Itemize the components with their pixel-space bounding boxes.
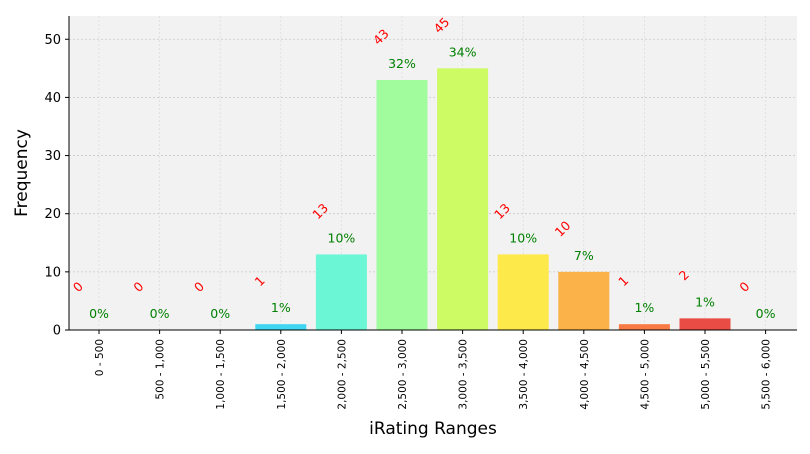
bars xyxy=(255,68,731,331)
y-tick-label: 0 xyxy=(53,324,61,339)
x-tick-label: 3,000 - 3,500 xyxy=(458,339,470,410)
y-axis-label: Frequency xyxy=(12,129,32,217)
percent-label: 1% xyxy=(695,294,715,309)
percent-label: 0% xyxy=(210,306,230,321)
percent-label: 0% xyxy=(756,306,776,321)
x-tick-label: 3,500 - 4,000 xyxy=(518,339,530,410)
bar xyxy=(679,318,731,330)
y-tick-label: 50 xyxy=(44,33,61,48)
percent-label: 0% xyxy=(89,306,109,321)
x-tick-label: 5,500 - 6,000 xyxy=(761,339,773,410)
percent-label: 10% xyxy=(328,230,356,245)
x-tick-label: 1,000 - 1,500 xyxy=(215,339,227,410)
x-tick-label: 2,500 - 3,000 xyxy=(397,339,409,410)
x-tick-label: 1,500 - 2,000 xyxy=(276,339,288,410)
bar xyxy=(497,254,549,330)
x-tick-label: 5,000 - 5,500 xyxy=(700,339,712,410)
bar xyxy=(558,271,610,330)
bar xyxy=(376,79,428,331)
bar xyxy=(315,254,367,330)
x-tick-label: 500 - 1,000 xyxy=(155,339,167,400)
y-tick-label: 40 xyxy=(44,91,61,106)
percent-label: 32% xyxy=(388,56,416,71)
bar xyxy=(437,68,489,330)
axes xyxy=(68,16,797,331)
x-tick-label: 2,000 - 2,500 xyxy=(336,339,348,410)
percent-label: 7% xyxy=(574,248,594,263)
percent-label: 1% xyxy=(634,300,654,315)
x-tick-label: 4,000 - 4,500 xyxy=(579,339,591,410)
x-tick-label: 0 - 500 xyxy=(94,339,106,376)
x-tick-label: 4,500 - 5,000 xyxy=(639,339,651,410)
ticks: 0 10 20 30 40 50 0 - 500 500 - 1,000 1,000 - 1,5… xyxy=(44,33,772,410)
plot-area xyxy=(69,16,797,330)
percent-label: 10% xyxy=(509,230,537,245)
percent-label: 34% xyxy=(449,44,477,59)
y-tick-label: 20 xyxy=(44,207,61,222)
percent-label: 1% xyxy=(271,300,291,315)
bar xyxy=(618,324,670,330)
x-axis-label: iRating Ranges xyxy=(369,419,497,439)
y-tick-label: 10 xyxy=(44,265,61,280)
bar xyxy=(255,324,307,330)
percent-label: 0% xyxy=(150,306,170,321)
y-tick-label: 30 xyxy=(44,149,61,164)
